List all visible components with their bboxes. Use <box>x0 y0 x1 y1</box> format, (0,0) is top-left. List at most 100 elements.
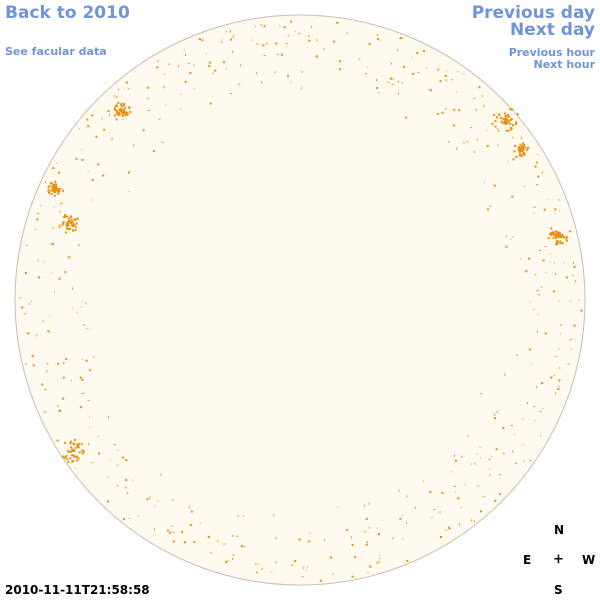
facula-dot <box>358 58 361 60</box>
facula-dot <box>558 367 561 369</box>
facula-dot <box>453 486 456 487</box>
facula-dot <box>47 330 50 333</box>
facula-dot <box>55 185 58 188</box>
facula-dot <box>122 456 124 459</box>
facula-dot <box>220 41 223 43</box>
next-hour-link[interactable]: Next hour <box>533 58 596 71</box>
facula-dot <box>316 39 318 42</box>
facula-dot <box>553 374 555 377</box>
facula-dot <box>553 290 555 293</box>
facula-dot <box>569 230 572 233</box>
facula-dot <box>203 39 204 41</box>
facula-dot <box>339 68 341 71</box>
facula-dot <box>187 62 190 64</box>
facula-dot <box>52 226 54 229</box>
facula-dot <box>205 53 207 55</box>
facula-dot <box>291 564 293 567</box>
facula-dot <box>403 65 406 68</box>
facula-dot <box>71 308 73 309</box>
facula-dot <box>542 408 544 410</box>
facula-dot <box>554 234 557 237</box>
facula-dot <box>71 448 73 451</box>
facula-dot <box>146 97 149 99</box>
facula-dot <box>120 107 123 110</box>
facula-dot <box>69 227 71 230</box>
facula-dot <box>560 333 562 335</box>
facula-dot <box>565 237 568 240</box>
facula-dot <box>255 563 257 566</box>
facula-dot <box>301 576 304 577</box>
facula-dot <box>298 538 301 541</box>
facula-dot <box>240 64 241 67</box>
facula-dot <box>76 459 79 462</box>
facula-dot <box>505 120 507 122</box>
facula-dot <box>227 560 229 563</box>
facula-dot <box>477 485 480 487</box>
facula-dot <box>515 462 518 464</box>
facula-dot <box>559 235 562 238</box>
facula-dot <box>522 418 524 420</box>
facula-dot <box>508 161 509 163</box>
facula-dot <box>507 115 510 118</box>
next-day-link[interactable]: Next day <box>510 20 595 40</box>
facula-dot <box>202 39 204 41</box>
facula-dot <box>287 34 289 37</box>
facula-dot <box>493 113 496 116</box>
facula-dot <box>225 31 227 33</box>
facula-dot <box>78 128 80 130</box>
facula-dot <box>172 531 175 533</box>
facula-dot <box>76 217 79 220</box>
facula-dot <box>75 222 78 225</box>
previous-hour-link[interactable]: Previous hour <box>508 46 595 59</box>
facula-dot <box>379 555 381 557</box>
facula-dot <box>455 491 457 493</box>
facula-dot <box>463 73 465 75</box>
facula-dot <box>524 186 525 187</box>
facula-dot <box>525 270 528 273</box>
facula-dot <box>504 118 507 121</box>
facula-dot <box>62 189 64 192</box>
facula-dot <box>78 451 81 454</box>
facula-dot <box>260 24 263 26</box>
facula-dot <box>540 382 543 385</box>
facula-dot <box>376 33 378 36</box>
facula-dot <box>541 171 543 174</box>
facula-dot <box>536 385 538 388</box>
facula-dot <box>70 380 72 382</box>
facula-dot <box>57 362 60 365</box>
see-facular-data-link[interactable]: See facular data <box>5 45 107 58</box>
facula-dot <box>555 230 558 233</box>
faculae-markers <box>19 20 583 582</box>
facula-dot <box>363 504 365 507</box>
facula-dot <box>310 25 312 28</box>
facula-dot <box>115 105 118 107</box>
facula-dot <box>578 300 580 302</box>
facula-dot <box>116 485 119 487</box>
facula-dot <box>397 49 399 52</box>
facula-dot <box>339 60 341 63</box>
facula-dot <box>480 393 483 395</box>
facula-dot <box>402 515 404 517</box>
previous-day-link[interactable]: Previous day <box>471 3 595 23</box>
facula-dot <box>481 95 483 97</box>
facula-dot <box>262 44 265 47</box>
facula-dot <box>232 50 233 53</box>
facula-dot <box>517 148 520 151</box>
back-to-year-link[interactable]: Back to 2010 <box>5 3 130 23</box>
facula-dot <box>400 36 403 39</box>
facula-dot <box>212 72 215 74</box>
facula-dot <box>463 141 465 144</box>
facula-dot <box>377 533 380 535</box>
facula-dot <box>223 61 225 64</box>
facula-dot <box>549 253 551 255</box>
facula-dot <box>502 452 505 454</box>
facula-dot <box>25 244 28 246</box>
facula-dot <box>167 63 170 65</box>
facula-dot <box>74 225 77 228</box>
facula-dot <box>523 153 526 156</box>
facula-dot <box>183 49 185 51</box>
facula-dot <box>498 409 500 411</box>
facula-dot <box>519 153 522 156</box>
facula-dot <box>557 387 560 390</box>
facula-dot <box>451 79 454 81</box>
